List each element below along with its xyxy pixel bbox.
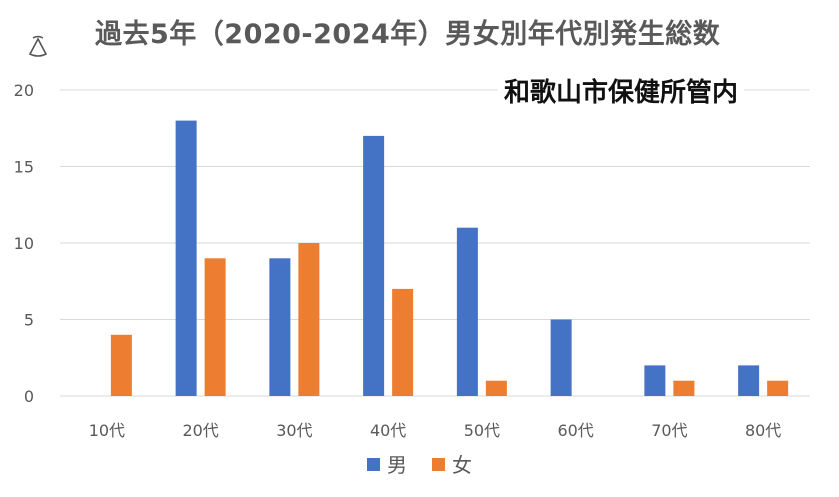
bar-male-3	[363, 135, 385, 396]
person-outline-icon	[28, 35, 48, 57]
x-tick-label: 10代	[89, 421, 125, 440]
bar-male-7	[738, 365, 760, 396]
bar-female-1	[204, 258, 226, 396]
y-tick-labels: 0 5 10 15 20	[14, 81, 34, 406]
y-tick-label: 15	[14, 158, 34, 177]
x-tick-label: 40代	[370, 421, 406, 440]
legend: 男女	[367, 453, 472, 477]
chart-title: 過去5年（2020-2024年）男女別年代別発生総数	[95, 19, 721, 50]
bar-male-1	[175, 120, 197, 396]
x-tick-label: 70代	[651, 421, 687, 440]
bar-female-2	[298, 243, 320, 396]
x-tick-label: 80代	[745, 421, 781, 440]
y-tick-label: 0	[24, 387, 34, 406]
bar-female-7	[767, 380, 789, 396]
y-tick-label: 5	[24, 311, 34, 330]
bar-female-4	[485, 380, 507, 396]
bar-male-4	[456, 227, 478, 396]
y-tick-label: 20	[14, 81, 34, 100]
bars	[110, 120, 789, 396]
legend-swatch-male	[367, 458, 380, 471]
bar-male-6	[644, 365, 666, 396]
x-tick-label: 50代	[464, 421, 500, 440]
x-tick-label: 20代	[182, 421, 218, 440]
bar-female-6	[673, 380, 695, 396]
x-tick-label: 60代	[557, 421, 593, 440]
x-tick-labels: 10代 20代 30代 40代 50代 60代 70代 80代	[89, 421, 782, 440]
chart-subtitle: 和歌山市保健所管内	[498, 72, 745, 109]
bar-male-5	[550, 319, 572, 396]
bar-female-0	[110, 334, 132, 396]
gridlines	[60, 89, 810, 397]
legend-label-female: 女	[452, 453, 472, 477]
x-tick-label: 30代	[276, 421, 312, 440]
legend-swatch-female	[432, 458, 445, 471]
bar-male-2	[269, 258, 291, 396]
y-tick-label: 10	[14, 234, 34, 253]
bar-female-3	[392, 288, 414, 396]
legend-label-male: 男	[387, 453, 407, 477]
